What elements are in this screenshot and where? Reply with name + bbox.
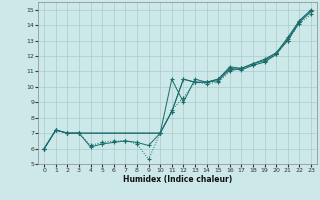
X-axis label: Humidex (Indice chaleur): Humidex (Indice chaleur) — [123, 175, 232, 184]
